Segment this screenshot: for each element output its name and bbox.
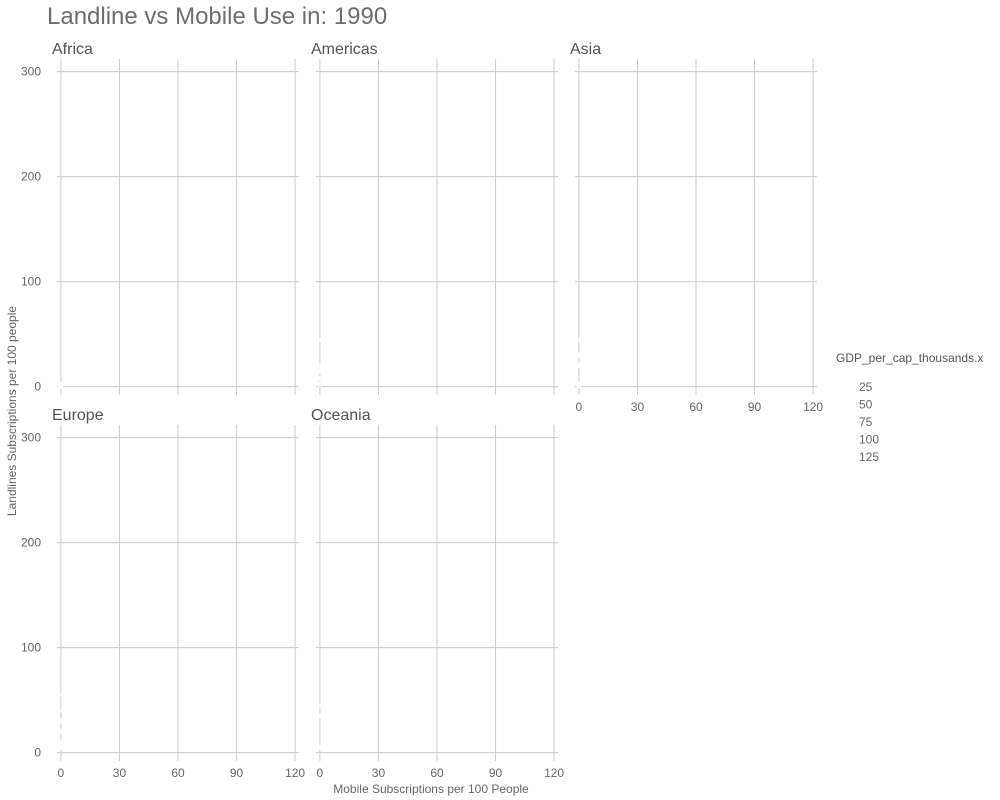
y-tick-label: 100 xyxy=(21,275,41,289)
legend-entry: 25 xyxy=(859,380,873,394)
panel-europe: Europe 0 100 200 300 0 30 60 90 120 xyxy=(21,407,305,780)
x-tick-label: 120 xyxy=(285,766,305,780)
x-tick-label: 90 xyxy=(748,400,762,414)
data-point xyxy=(578,337,584,343)
x-tick-label: 60 xyxy=(430,766,444,780)
strip-label-oceania: Oceania xyxy=(311,407,371,424)
strip-label-americas: Americas xyxy=(311,41,378,58)
data-point xyxy=(576,352,582,358)
x-tick-label: 0 xyxy=(576,400,583,414)
panel-americas: Americas xyxy=(311,41,558,395)
data-point xyxy=(317,382,323,387)
x-tick-label: 0 xyxy=(58,766,65,780)
data-point xyxy=(60,692,66,698)
x-tick-label: 30 xyxy=(631,400,645,414)
y-tick-label: 0 xyxy=(34,746,41,760)
data-point xyxy=(317,713,323,719)
panel-africa: Africa 0 100 200 300 xyxy=(21,41,299,395)
strip-label-asia: Asia xyxy=(570,41,601,58)
x-tick-label: 120 xyxy=(544,766,564,780)
x-tick-label: 60 xyxy=(689,400,703,414)
y-tick-label: 200 xyxy=(21,170,41,184)
data-point xyxy=(58,744,64,750)
legend-title: GDP_per_cap_thousands.x xyxy=(836,351,983,365)
data-point xyxy=(317,744,323,750)
x-tick-label: 60 xyxy=(171,766,185,780)
legend-entry: 125 xyxy=(859,450,879,464)
chart-title: Landline vs Mobile Use in: 1990 xyxy=(47,3,387,30)
data-point xyxy=(58,729,64,735)
legend-entry: 100 xyxy=(859,433,879,447)
y-tick-label: 100 xyxy=(21,641,41,655)
x-tick-label: 30 xyxy=(372,766,386,780)
legend: GDP_per_cap_thousands.x 25 50 75 100 125 xyxy=(836,351,983,464)
x-tick-label: 30 xyxy=(113,766,127,780)
panel-asia: Asia 0 30 60 90 120 xyxy=(570,41,823,414)
data-point xyxy=(60,708,66,714)
data-point xyxy=(317,375,323,381)
strip-label-africa: Africa xyxy=(52,41,93,58)
data-point xyxy=(576,363,582,369)
x-tick-label: 90 xyxy=(489,766,503,780)
y-tick-label: 300 xyxy=(21,431,41,445)
y-tick-label: 200 xyxy=(21,536,41,550)
data-point xyxy=(317,368,323,374)
data-point xyxy=(58,382,64,387)
data-point xyxy=(319,336,325,342)
data-point xyxy=(317,363,323,369)
x-axis-title: Mobile Subscriptions per 100 People xyxy=(333,782,529,796)
x-tick-label: 0 xyxy=(317,766,324,780)
legend-entry: 50 xyxy=(859,398,873,412)
strip-label-europe: Europe xyxy=(52,407,104,424)
y-axis-title: Landlines Subscriptions per 100 people xyxy=(5,306,19,516)
data-point xyxy=(319,702,325,708)
x-tick-label: 90 xyxy=(230,766,244,780)
legend-entries: 25 50 75 100 125 xyxy=(859,380,879,464)
data-point xyxy=(576,380,582,386)
data-point xyxy=(58,739,64,745)
y-tick-label: 0 xyxy=(34,380,41,394)
data-point xyxy=(58,718,64,724)
panel-oceania: Oceania 0 30 60 90 120 xyxy=(311,407,564,780)
legend-entry: 75 xyxy=(859,415,873,429)
y-tick-label: 300 xyxy=(21,65,41,79)
x-tick-label: 120 xyxy=(803,400,823,414)
